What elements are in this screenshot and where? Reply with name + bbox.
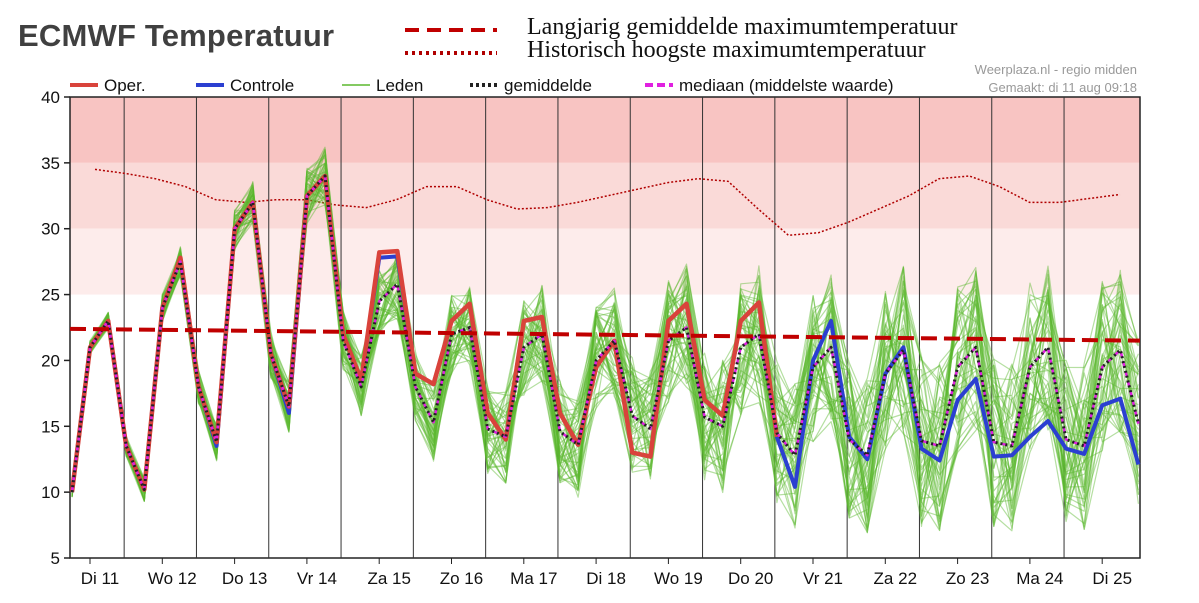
ensemble-member-line: [71, 187, 1139, 510]
ensemble-member-line: [71, 163, 1139, 507]
ensemble-member-line: [71, 179, 1139, 512]
ensemble-member-line: [71, 182, 1139, 527]
y-tick-label: 25: [41, 286, 60, 305]
overlay-legend-record: Historisch hoogste maximumtemperatuur: [405, 37, 926, 64]
y-tick-label: 10: [41, 483, 60, 502]
ensemble-member-line: [71, 148, 1139, 519]
y-tick-label: 40: [41, 88, 60, 107]
ensemble-member-line: [71, 177, 1139, 518]
longterm-average-line: [69, 326, 1141, 343]
overlay-legend-longterm-label: Langjarig gemiddelde maximumtemperatuur: [527, 14, 958, 40]
x-tick-label: Vr 14: [297, 569, 337, 588]
ensemble-member-line: [71, 171, 1139, 508]
x-tick-label: Di 18: [586, 569, 626, 588]
ensemble-member-line: [71, 148, 1139, 532]
y-tick-label: 35: [41, 154, 60, 173]
x-tick-label: Za 22: [874, 569, 917, 588]
legend-label-oper: Oper.: [104, 76, 146, 95]
mediaan-line: [70, 174, 1140, 493]
x-tick-label: Zo 23: [946, 569, 989, 588]
ensemble-member-line: [71, 169, 1139, 534]
ensemble-member-line: [71, 154, 1139, 498]
ensemble-member-line: [71, 149, 1139, 530]
ensemble-member-line: [71, 186, 1139, 520]
ensemble-member-line: [71, 170, 1139, 518]
ensemble-member-line: [71, 173, 1139, 528]
x-tick-label: Ma 17: [510, 569, 557, 588]
overlay-legend-longterm: Langjarig gemiddelde maximumtemperatuur: [405, 14, 958, 41]
ensemble-member-line: [71, 175, 1139, 525]
ensemble-member-line: [71, 167, 1139, 526]
x-tick-label: Di 25: [1092, 569, 1132, 588]
x-tick-label: Vr 21: [803, 569, 843, 588]
overlay-legend-record-label: Historisch hoogste maximumtemperatuur: [527, 37, 926, 63]
y-tick-label: 5: [51, 549, 60, 568]
y-tick-label: 30: [41, 220, 60, 239]
source-line-1: Weerplaza.nl - regio midden: [975, 62, 1137, 77]
x-tick-label: Zo 16: [440, 569, 483, 588]
x-tick-label: Ma 24: [1016, 569, 1063, 588]
ensemble-member-line: [71, 173, 1139, 530]
legend-label-gemiddelde: gemiddelde: [504, 76, 592, 95]
ensemble-member-line: [71, 162, 1139, 527]
legend-label-leden: Leden: [376, 76, 423, 95]
ensemble-member-line: [71, 171, 1139, 528]
ensemble-member-line: [71, 175, 1139, 530]
page-title: ECMWF Temperatuur: [18, 18, 335, 53]
plot-frame: [69, 96, 1141, 559]
x-tick-label: Do 20: [728, 569, 773, 588]
ensemble-member-line: [71, 177, 1139, 523]
y-tick-label: 20: [41, 351, 60, 370]
ensemble-member-line: [71, 165, 1139, 531]
ensemble-member-line: [71, 167, 1139, 505]
dashed-line-swatch: [405, 28, 497, 32]
x-tick-label: Za 15: [367, 569, 410, 588]
ensemble-member-line: [71, 153, 1139, 518]
ensemble-member-line: [71, 197, 1139, 490]
ensemble-member-line: [71, 174, 1139, 522]
dotted-line-swatch: [405, 51, 497, 55]
temperature-band-2: [70, 228, 1140, 295]
x-tick-label: Do 13: [222, 569, 267, 588]
x-tick-label: Di 11: [81, 569, 119, 588]
ensemble-member-line: [71, 190, 1139, 530]
ensemble-member-line: [71, 170, 1139, 505]
source-line-2: Gemaakt: di 11 aug 09:18: [988, 80, 1137, 95]
x-tick-label: Wo 19: [654, 569, 703, 588]
x-tick-label: Wo 12: [148, 569, 197, 588]
legend-label-mediaan: mediaan (middelste waarde): [679, 76, 894, 95]
y-tick-label: 15: [41, 417, 60, 436]
ensemble-member-line: [71, 183, 1139, 530]
legend-label-controle: Controle: [230, 76, 294, 95]
temperature-band-0: [70, 97, 1140, 163]
